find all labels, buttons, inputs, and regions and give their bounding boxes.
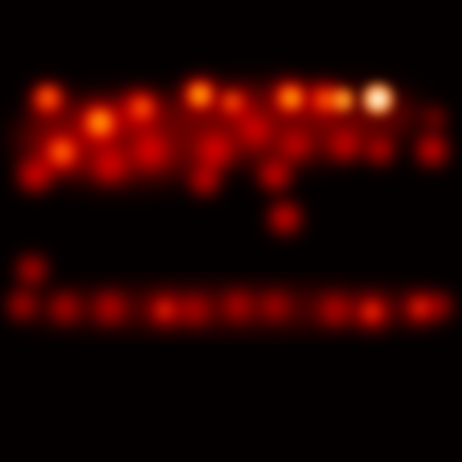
lower-band-orange — [159, 302, 426, 319]
hotspots — [94, 88, 389, 128]
